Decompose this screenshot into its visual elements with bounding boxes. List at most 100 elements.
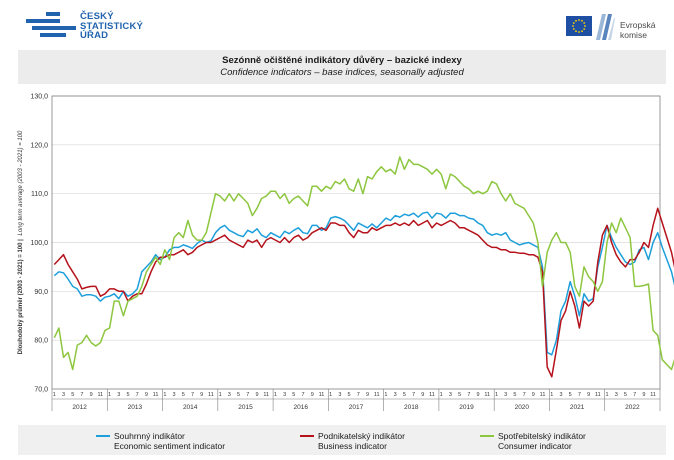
x-tick-label-month: 1 [440, 392, 443, 398]
legend-label-economic-cz: Souhrnný indikátor [114, 431, 185, 441]
x-tick-label-month: 5 [513, 392, 516, 398]
x-tick-label-month: 3 [338, 392, 341, 398]
legend-swatch-economic [96, 435, 110, 437]
y-tick-label: 120,0 [30, 142, 48, 149]
chart-legend: Souhrnný indikátor Economic sentiment in… [18, 425, 666, 455]
x-tick-label-month: 11 [540, 392, 546, 398]
series-line-business [53, 207, 674, 378]
x-tick-label-month: 7 [633, 392, 636, 398]
x-tick-label-year: 2021 [570, 404, 585, 411]
chart-title-box: Sezónně očištěné indikátory důvěry – baz… [18, 50, 666, 84]
x-tick-label-month: 11 [374, 392, 380, 398]
x-tick-label-month: 11 [484, 392, 490, 398]
x-tick-label-month: 1 [108, 392, 111, 398]
x-tick-label-month: 11 [595, 392, 601, 398]
y-axis-label-en: Long term average (2003 - 2021) = 100 [18, 130, 24, 236]
chart-title-cz: Sezónně očištěné indikátory důvěry – baz… [222, 55, 462, 66]
x-tick-label-month: 7 [523, 392, 526, 398]
series-line-consumer [53, 156, 674, 371]
czso-logo-mark-icon [26, 12, 76, 42]
y-tick-label: 110,0 [31, 191, 48, 198]
line-chart-svg: 70,0 80,0 90,0 100,0 110,0 120,0 130,0 Dlouhod… [17, 94, 674, 411]
x-tick-label-month: 5 [182, 392, 185, 398]
x-tick-label-year: 2016 [293, 404, 308, 411]
x-tick-label-month: 7 [412, 392, 415, 398]
y-axis-label: Dlouhodobý průměr (2003 - 2021) = 100 | … [17, 130, 24, 354]
line-chart: 70,0 80,0 90,0 100,0 110,0 120,0 130,0 Dlouhod… [0, 86, 674, 420]
eu-logo-line-2: komise [620, 30, 647, 40]
x-tick-label-month: 11 [98, 392, 104, 398]
x-tick-label-month: 9 [532, 392, 535, 398]
czso-logo-line-2: STATISTICKÝ [80, 20, 144, 32]
y-tick-label: 100,0 [30, 240, 48, 247]
x-tick-label-year: 2015 [238, 404, 253, 411]
y-tick-label: 130,0 [30, 94, 48, 101]
eu-flag-icon [566, 16, 592, 36]
x-tick-label-month: 11 [153, 392, 159, 398]
legend-label-consumer-cz: Spotřebitelský indikátor [498, 431, 586, 441]
x-tick-label-month: 3 [117, 392, 120, 398]
x-tick-label-year: 2012 [72, 404, 87, 411]
legend-swatch-consumer [480, 435, 494, 437]
y-tick-label: 70,0 [34, 387, 48, 394]
x-tick-label-month: 1 [329, 392, 332, 398]
x-tick-label-month: 11 [429, 392, 435, 398]
x-tick-label-month: 5 [292, 392, 295, 398]
x-tick-label-month: 1 [550, 392, 553, 398]
x-tick-label-month: 1 [384, 392, 387, 398]
x-tick-label-month: 3 [228, 392, 231, 398]
x-tick-label-month: 9 [421, 392, 424, 398]
x-tick-label-month: 1 [605, 392, 608, 398]
x-tick-label-month: 1 [163, 392, 166, 398]
x-tick-label-month: 9 [642, 392, 645, 398]
x-tick-label-month: 3 [394, 392, 397, 398]
chart-title-en: Confidence indicators – base indices, se… [220, 67, 464, 78]
x-tick-label-month: 7 [301, 392, 304, 398]
legend-label-economic-en: Economic sentiment indicator [114, 441, 226, 451]
legend-swatch-business [300, 435, 314, 437]
eu-logo: Evropská komise [566, 12, 666, 42]
x-tick-label-month: 1 [495, 392, 498, 398]
x-tick-label-year: 2020 [515, 404, 530, 411]
page-header: ČESKÝ STATISTICKÝ ÚŘAD Evrops [0, 0, 674, 46]
legend-label-business-cz: Podnikatelský indikátor [318, 431, 405, 441]
x-tick-label-month: 7 [80, 392, 83, 398]
x-tick-label-month: 7 [136, 392, 139, 398]
x-tick-label-year: 2022 [625, 404, 640, 411]
x-tick-label-year: 2017 [349, 404, 364, 411]
x-tick-label-month: 7 [191, 392, 194, 398]
x-tick-label-month: 11 [319, 392, 325, 398]
x-tick-label-month: 9 [587, 392, 590, 398]
x-tick-label-month: 1 [274, 392, 277, 398]
x-tick-label-year: 2014 [183, 404, 198, 411]
eu-logo-line-1: Evropská [620, 20, 656, 30]
x-tick-label-month: 11 [208, 392, 214, 398]
x-tick-label-month: 7 [467, 392, 470, 398]
x-tick-label-month: 5 [458, 392, 461, 398]
x-tick-label-month: 9 [90, 392, 93, 398]
x-tick-label-month: 3 [559, 392, 562, 398]
x-tick-label-month: 3 [173, 392, 176, 398]
x-tick-label-month: 9 [255, 392, 258, 398]
x-tick-label-year: 2013 [128, 404, 143, 411]
x-tick-label-month: 5 [126, 392, 129, 398]
x-tick-label-month: 11 [650, 392, 656, 398]
x-tick-label-month: 3 [615, 392, 618, 398]
x-tick-label-month: 5 [348, 392, 351, 398]
y-tick-label: 80,0 [34, 338, 48, 345]
x-tick-label-month: 3 [283, 392, 286, 398]
x-tick-label-month: 3 [62, 392, 65, 398]
x-tick-label-month: 9 [366, 392, 369, 398]
legend-label-business-en: Business indicator [318, 441, 387, 451]
czso-logo: ČESKÝ STATISTICKÝ ÚŘAD [26, 12, 156, 42]
x-tick-label-month: 9 [200, 392, 203, 398]
x-tick-label-year: 2019 [459, 404, 474, 411]
x-tick-label-month: 1 [219, 392, 222, 398]
y-axis-label-cz: Dlouhodobý průměr (2003 - 2021) = 100 | [17, 239, 24, 355]
x-tick-label-month: 5 [569, 392, 572, 398]
x-tick-label-month: 1 [53, 392, 56, 398]
czso-logo-line-1: ČESKÝ [80, 11, 114, 22]
x-tick-label-month: 11 [263, 392, 269, 398]
x-tick-label-month: 5 [403, 392, 406, 398]
eu-building-icon [594, 12, 616, 42]
